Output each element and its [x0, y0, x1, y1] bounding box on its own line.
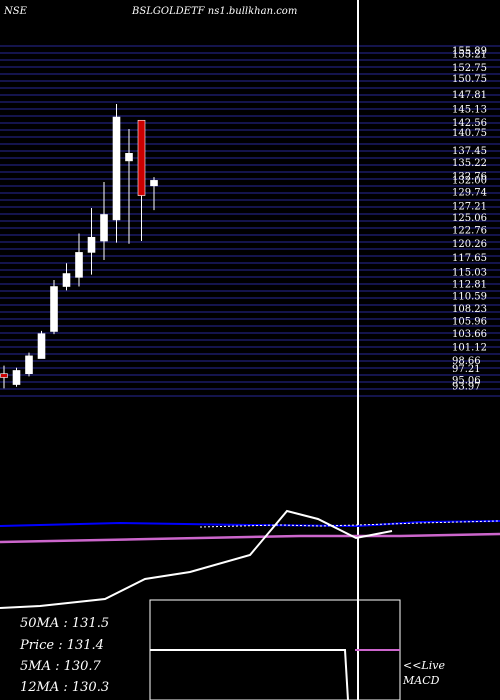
candle-layer [0, 104, 158, 389]
candle-body [75, 252, 83, 278]
y-tick-label: 120.26 [452, 239, 487, 250]
y-tick-label: 140.75 [452, 128, 487, 139]
y-tick-label: 155.89 [452, 46, 487, 57]
candle-body [125, 153, 133, 162]
ma50-label: 50MA : 131.5 [20, 616, 109, 631]
y-tick-label: 122.76 [452, 225, 487, 236]
y-tick-label: 108.23 [452, 304, 487, 315]
candle-body [87, 236, 96, 253]
y-tick-label: 103.66 [452, 329, 487, 340]
y-tick-label: 97.21 [452, 364, 481, 375]
y-tick-label: 155.21 [452, 50, 487, 61]
y-tick-label: 132.00 [452, 175, 487, 186]
ma12-label: 12MA : 130.3 [20, 680, 109, 695]
y-tick-label: 127.21 [452, 201, 487, 212]
y-tick-label: 112.81 [452, 279, 487, 290]
y-tick-label: 105.96 [452, 316, 487, 327]
y-tick-label: 137.45 [452, 146, 487, 157]
macd-label: MACD [402, 674, 440, 687]
y-tick-label: 147.81 [452, 90, 487, 101]
ma5-label: 5MA : 130.7 [20, 659, 102, 674]
candle-body [100, 214, 108, 242]
candle-body [37, 333, 46, 359]
live-link[interactable]: <<Live [403, 659, 445, 672]
y-tick-label: 129.74 [452, 188, 487, 199]
y-tick-label: 117.65 [452, 253, 487, 264]
candle-body [112, 116, 121, 221]
candle-body [50, 286, 58, 332]
y-tick-label: 93.97 [452, 381, 481, 392]
price-line [0, 509, 393, 609]
ma-dotted-line [199, 520, 499, 528]
candle-body [62, 273, 71, 287]
symbol-site-label: BSLGOLDETF ns1.bullkhan.com [131, 6, 297, 17]
y-tick-label: 115.03 [452, 267, 487, 278]
macd-line [150, 649, 349, 700]
y-tick-label: 95.06 [452, 375, 481, 386]
y-tick-label: 142.56 [452, 118, 487, 129]
y-tick-label: 145.13 [452, 104, 487, 115]
candle-body [150, 180, 158, 187]
y-tick-label: 110.59 [452, 291, 487, 302]
exchange-label: NSE [3, 6, 28, 17]
ma-violet-line [0, 532, 500, 544]
y-tick-label: 98.66 [452, 356, 481, 367]
y-tick-label: 125.06 [452, 213, 487, 224]
candle-body [12, 370, 21, 385]
y-tick-label: 152.75 [452, 63, 487, 74]
candle-body [137, 119, 146, 196]
y-tick-label: 132.76 [452, 171, 487, 182]
candle-body [25, 355, 33, 375]
y-tick-label: 101.12 [452, 343, 487, 354]
grid-layer [0, 45, 500, 397]
candle-body [0, 373, 8, 378]
y-tick-label: 150.75 [452, 74, 487, 85]
y-tick-label: 135.22 [452, 158, 487, 169]
price-label: Price : 131.4 [19, 638, 104, 653]
